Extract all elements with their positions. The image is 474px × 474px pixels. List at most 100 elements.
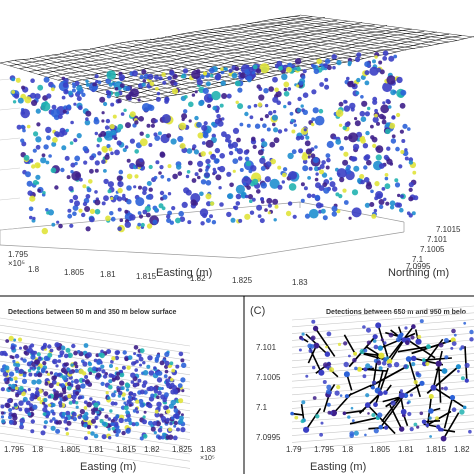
vector-line [305, 407, 322, 431]
point [235, 184, 245, 194]
point [4, 377, 8, 381]
point [329, 177, 333, 181]
point [82, 184, 87, 189]
point [110, 196, 114, 201]
mesh-line [74, 50, 220, 87]
point [225, 134, 231, 140]
point [123, 401, 127, 405]
point [29, 215, 33, 220]
point [132, 396, 136, 400]
point [440, 428, 444, 432]
point [411, 211, 416, 216]
point [14, 366, 20, 372]
point [246, 123, 251, 128]
point [178, 210, 184, 217]
point [167, 75, 172, 81]
point [36, 379, 42, 385]
x-tick-label: 1.82 [454, 445, 470, 454]
point [176, 164, 182, 170]
x-tick-label: 1.825 [172, 445, 193, 454]
point [343, 361, 349, 368]
point [289, 111, 294, 116]
point [198, 100, 205, 107]
point [351, 189, 359, 196]
point [49, 371, 54, 375]
point [186, 170, 191, 174]
point [102, 147, 108, 153]
projected-gridline [291, 421, 474, 436]
point [291, 129, 296, 134]
point [17, 97, 24, 104]
point [59, 398, 63, 402]
point [52, 417, 56, 421]
projected-gridline [291, 400, 474, 416]
point [220, 80, 226, 86]
point [398, 392, 405, 399]
point [32, 179, 39, 186]
point [42, 407, 48, 413]
point [383, 197, 387, 201]
point [329, 181, 336, 188]
point [107, 181, 114, 188]
point [200, 74, 205, 79]
point [84, 119, 91, 126]
point [148, 370, 155, 376]
point [256, 68, 262, 74]
point [148, 104, 155, 111]
point [125, 86, 131, 92]
point [117, 207, 122, 212]
point [11, 90, 16, 94]
point [378, 163, 385, 169]
point [165, 378, 170, 383]
point [124, 145, 129, 149]
point [126, 417, 132, 423]
point [70, 416, 74, 420]
point [419, 319, 424, 324]
point [360, 179, 365, 185]
point [204, 172, 210, 178]
point [0, 367, 5, 373]
point [70, 363, 74, 367]
point [45, 160, 50, 165]
point [428, 394, 434, 399]
point [110, 102, 115, 107]
point [326, 389, 331, 395]
point [52, 137, 58, 143]
point [235, 80, 241, 87]
point [266, 127, 271, 132]
point [115, 426, 119, 430]
point [8, 371, 15, 377]
point [355, 91, 360, 95]
point [246, 75, 253, 82]
point [61, 411, 66, 417]
point [58, 114, 63, 120]
point [58, 223, 63, 229]
point [166, 218, 172, 223]
point [348, 216, 352, 220]
point [75, 405, 79, 409]
point [65, 128, 70, 133]
point [312, 325, 319, 332]
point [394, 182, 401, 188]
point [349, 431, 355, 436]
point [300, 419, 305, 424]
point [19, 346, 22, 350]
point [408, 187, 413, 192]
point [400, 194, 404, 199]
point [382, 56, 388, 61]
point [274, 204, 279, 209]
x-tick-label: 1.8 [32, 445, 44, 454]
point [20, 357, 24, 361]
point [193, 149, 199, 155]
point [164, 351, 170, 357]
point [115, 414, 120, 419]
point [83, 406, 88, 410]
point [74, 80, 80, 86]
point [428, 416, 432, 420]
point [444, 355, 449, 360]
point [352, 83, 356, 88]
point [115, 428, 121, 434]
point [196, 121, 202, 128]
point [157, 390, 162, 396]
point [243, 149, 249, 155]
